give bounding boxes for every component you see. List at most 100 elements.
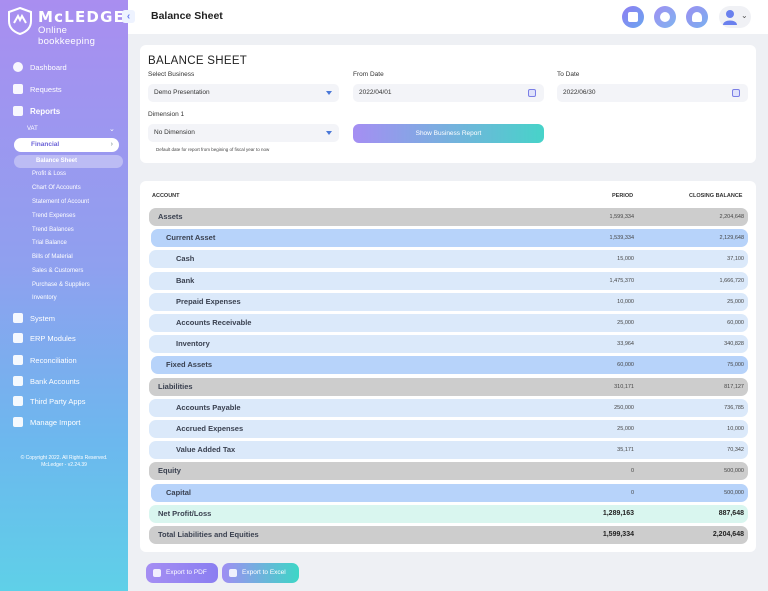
account-name: Liabilities: [158, 381, 193, 391]
table-row[interactable]: Value Added Tax 35,171 70,342: [149, 441, 748, 460]
period-value: 1,599,334: [602, 531, 634, 538]
period-header: PERIOD: [612, 193, 634, 199]
page-title: Balance Sheet: [151, 10, 223, 22]
sidebar-trend-balances[interactable]: Trend Balances: [32, 227, 74, 233]
sidebar-item-label: ERP Modules: [30, 333, 76, 343]
account-name: Accrued Expenses: [176, 424, 244, 433]
table-row[interactable]: Net Profit/Loss 1,289,163 887,648: [149, 504, 748, 523]
period-value: 250,000: [614, 404, 634, 411]
period-value: 25,000: [617, 426, 634, 432]
table-row[interactable]: Accounts Payable 250,000 736,785: [149, 398, 748, 417]
sidebar-chart-of-accounts[interactable]: Chart Of Accounts: [32, 185, 81, 191]
calculator-button[interactable]: [622, 6, 644, 28]
dimension-select[interactable]: No Dimension: [148, 124, 339, 142]
account-header: ACCOUNT: [152, 193, 180, 199]
sidebar-profit-loss[interactable]: Profit & Loss: [32, 171, 67, 177]
closing-balance-value: 37,100: [727, 256, 744, 263]
closing-balance-value: 500,000: [724, 489, 744, 496]
date-hint: Default date for report from begining of…: [156, 147, 270, 152]
dashboard-icon: [13, 62, 23, 72]
calendar-icon[interactable]: [528, 89, 536, 97]
sidebar-sales-customers[interactable]: Sales & Customers: [32, 268, 84, 274]
reports-icon: [13, 106, 23, 116]
period-value: 1,475,370: [609, 277, 634, 284]
chevron-down-icon: ⌄: [741, 11, 748, 20]
table-row[interactable]: Equity 0 500,000: [149, 462, 748, 481]
reconciliation-icon: [13, 355, 23, 365]
sidebar-financial[interactable]: Financial ›: [14, 138, 119, 152]
user-menu[interactable]: ⌄: [719, 6, 751, 28]
sidebar-item-label: Reports: [30, 106, 61, 116]
table-row[interactable]: Accounts Receivable 25,000 60,000: [149, 314, 748, 332]
sidebar-bills-of-material[interactable]: Bills of Material: [32, 254, 73, 260]
language-button[interactable]: [654, 6, 676, 28]
sidebar-trend-expenses[interactable]: Trend Expenses: [32, 213, 76, 219]
sidebar-item-third-party-apps[interactable]: Third Party Apps: [13, 394, 85, 408]
table-row[interactable]: Total Liabilities and Equities 1,599,334 2…: [149, 526, 748, 544]
table-row[interactable]: Liabilities 310,171 817,127: [149, 377, 748, 396]
sidebar-item-manage-import[interactable]: Manage Import: [13, 415, 80, 429]
user-icon: [723, 10, 737, 25]
closing-balance-value: 75,000: [727, 362, 744, 369]
period-value: 60,000: [617, 362, 634, 369]
sidebar-trial-balance[interactable]: Trial Balance: [32, 240, 67, 246]
globe-icon: [660, 12, 670, 22]
sidebar-purchase-suppliers[interactable]: Purchase & Suppliers: [32, 282, 90, 288]
sidebar-statement-of-account[interactable]: Statement of Account: [32, 199, 90, 205]
sidebar-inventory[interactable]: Inventory: [32, 295, 57, 301]
copyright-line: © Copyright 2022. All Rights Reserved.: [20, 455, 108, 461]
closing-balance-value: 2,204,648: [712, 531, 744, 538]
business-select[interactable]: Demo Presentation: [148, 84, 339, 102]
table-row[interactable]: Accrued Expenses 25,000 10,000: [149, 420, 748, 438]
requests-icon: [13, 84, 23, 94]
calendar-icon[interactable]: [732, 89, 740, 97]
closing-balance-value: 2,204,648: [719, 214, 744, 220]
export-pdf-button[interactable]: Export to PDF: [146, 563, 218, 583]
sidebar-item-reports[interactable]: Reports: [13, 104, 60, 118]
closing-balance-value: 25,000: [727, 298, 744, 305]
account-name: Net Profit/Loss: [158, 508, 212, 518]
import-icon: [13, 417, 23, 427]
closing-balance-value: 736,785: [724, 404, 744, 411]
table-row[interactable]: Current Asset 1,539,334 2,129,648: [151, 229, 748, 248]
sidebar-item-bank-accounts[interactable]: Bank Accounts: [13, 374, 80, 388]
dimension-label: Dimension 1: [148, 111, 185, 118]
sidebar-item-label: Bank Accounts: [30, 376, 80, 386]
business-value: Demo Presentation: [154, 89, 210, 96]
brand-tagline: Online bookkeeping: [38, 25, 96, 47]
closing-balance-value: 1,666,720: [719, 277, 744, 284]
sidebar-item-label: Third Party Apps: [30, 396, 86, 406]
to-date-input[interactable]: 2022/06/30: [557, 84, 748, 102]
table-row[interactable]: Bank 1,475,370 1,666,720: [149, 271, 748, 290]
account-name: Bank: [176, 275, 195, 285]
sidebar-balance-sheet[interactable]: Balance Sheet: [14, 155, 123, 168]
sidebar-vat[interactable]: VAT: [27, 126, 38, 132]
chevron-down-icon: [326, 131, 332, 135]
export-excel-button[interactable]: Export to Excel: [222, 563, 299, 583]
table-row[interactable]: Inventory 33,964 340,828: [149, 335, 748, 354]
closing-balance-header: CLOSING BALANCE: [689, 193, 743, 199]
sidebar-item-requests[interactable]: Requests: [13, 82, 62, 96]
table-row[interactable]: Prepaid Expenses 10,000 25,000: [149, 292, 748, 311]
account-name: Assets: [158, 212, 183, 221]
table-row[interactable]: Fixed Assets 60,000 75,000: [151, 356, 748, 375]
closing-balance-value: 887,648: [718, 509, 744, 517]
period-value: 1,289,163: [602, 509, 634, 517]
erp-icon: [13, 333, 23, 343]
sidebar-item-label: Dashboard: [30, 62, 67, 72]
sidebar-item-reconciliation[interactable]: Reconciliation: [13, 353, 77, 367]
sidebar-item-erp-modules[interactable]: ERP Modules: [13, 331, 76, 345]
from-date-input[interactable]: 2022/04/01: [353, 84, 544, 102]
copyright: © Copyright 2022. All Rights Reserved. M…: [10, 455, 118, 469]
notifications-button[interactable]: [686, 6, 708, 28]
sidebar-item-system[interactable]: System: [13, 311, 55, 325]
closing-balance-value: 60,000: [727, 320, 744, 326]
sidebar-item-dashboard[interactable]: Dashboard: [13, 60, 67, 74]
table-row[interactable]: Cash 15,000 37,100: [149, 250, 748, 269]
table-row[interactable]: Capital 0 500,000: [151, 483, 748, 502]
account-name: Accounts Payable: [176, 402, 241, 412]
collapse-sidebar-button[interactable]: ‹: [122, 10, 135, 23]
logo[interactable]: McLEDGER Online bookkeeping: [8, 7, 137, 47]
show-report-button[interactable]: Show Business Report: [353, 124, 544, 143]
table-row[interactable]: Assets 1,599,334 2,204,648: [149, 208, 748, 226]
